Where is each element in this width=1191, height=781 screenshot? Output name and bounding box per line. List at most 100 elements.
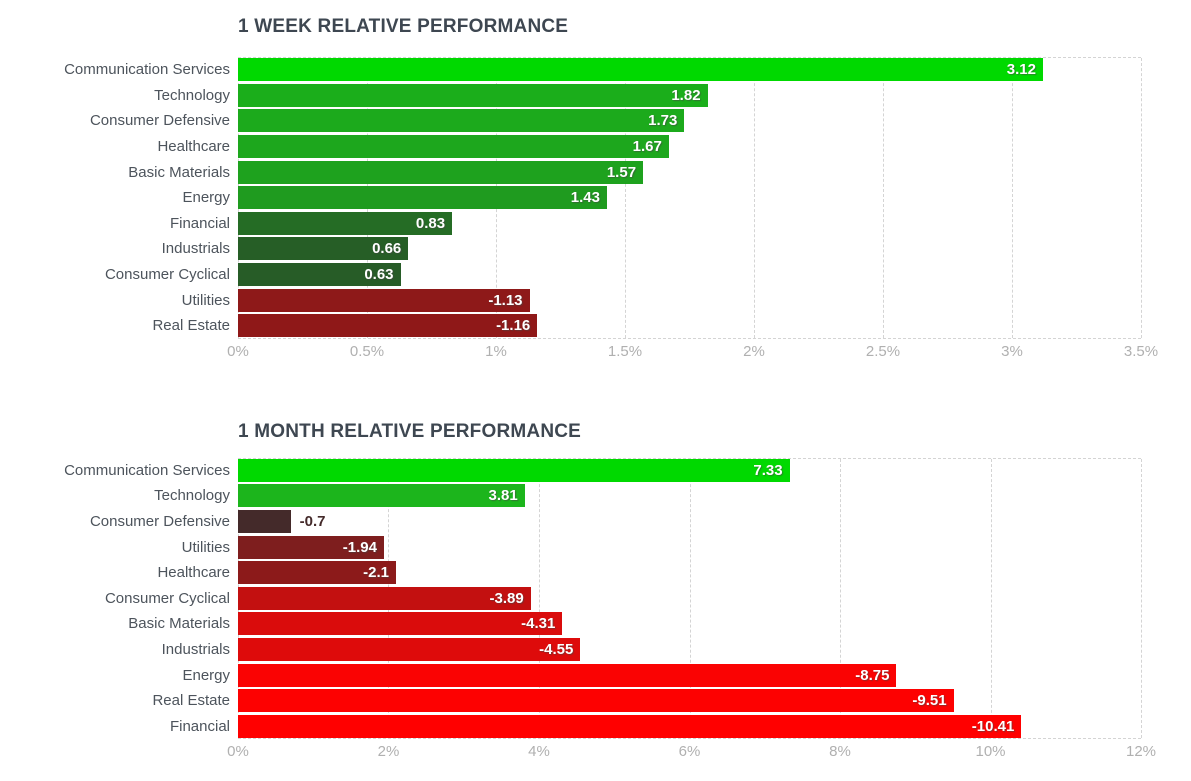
sector-label: Technology xyxy=(154,86,230,104)
bar-value-label: -8.75 xyxy=(855,666,890,684)
bar-track: -1.13 xyxy=(238,288,1141,312)
bar: 3.81 xyxy=(238,484,525,508)
bar-track: -4.55 xyxy=(238,637,1141,661)
gridline xyxy=(754,58,755,338)
bar-row: Healthcare -2.1 xyxy=(0,560,1191,586)
bar-value-label: -1.94 xyxy=(342,538,377,556)
bar-value-label: 1.73 xyxy=(648,112,678,130)
bar-row: Real Estate -1.16 xyxy=(0,313,1191,339)
bar-value-label: 1.82 xyxy=(671,86,701,104)
bar: 7.33 xyxy=(238,458,790,482)
bar-value-label: 1.67 xyxy=(632,138,662,156)
bar-row: Technology 1.82 xyxy=(0,83,1191,109)
sector-label: Consumer Defensive xyxy=(89,513,230,531)
bar-value-label: -0.7 xyxy=(299,513,326,531)
bar-track: -4.31 xyxy=(238,612,1141,636)
axis-tick-label: 0.5% xyxy=(349,342,385,360)
axis-tick-label: 12% xyxy=(1125,743,1157,761)
bar-track: -0.7 xyxy=(238,510,1141,534)
bar-row: Financial 0.83 xyxy=(0,211,1191,237)
sector-label: Basic Materials xyxy=(128,163,230,181)
bar: -4.55 xyxy=(238,637,581,661)
bar: -3.89 xyxy=(238,586,531,610)
bar-value-label: 3.12 xyxy=(1006,61,1036,79)
sector-label: Healthcare xyxy=(157,564,230,582)
bar-track: 1.67 xyxy=(238,135,1141,159)
x-axis: 0% 2% 4% 6% 8% 10% 12% xyxy=(227,739,1156,765)
bar-value-label: 7.33 xyxy=(753,461,783,479)
axis-tick-label: 0% xyxy=(227,342,249,360)
bar-row: Utilities -1.94 xyxy=(0,534,1191,560)
axis-tick-label: 2% xyxy=(743,342,765,360)
bar-track: 7.33 xyxy=(238,458,1141,482)
axis-tick-label: 2% xyxy=(377,743,400,761)
gridline xyxy=(538,458,540,739)
bar-row: Financial -10.41 xyxy=(0,713,1191,739)
bar: -9.51 xyxy=(238,689,954,713)
bar-rows: Communication Services 7.33 Technology 3.81… xyxy=(0,457,1191,740)
bar: 1.67 xyxy=(238,135,669,159)
axis-tick-label: 6% xyxy=(678,743,701,761)
bar: 1.57 xyxy=(238,160,644,184)
bar: -1.16 xyxy=(238,314,538,338)
bar: 3.12 xyxy=(238,58,1043,82)
bar-row: Consumer Defensive 1.73 xyxy=(0,108,1191,134)
bar-row: Industrials 0.66 xyxy=(0,236,1191,262)
bar-value-label: -1.13 xyxy=(488,291,523,309)
bar-value-label: 1.43 xyxy=(570,189,600,207)
bar-row: Industrials -4.55 xyxy=(0,637,1191,663)
bar: -1.94 xyxy=(238,535,384,559)
bar-row: Utilities -1.13 xyxy=(0,287,1191,313)
sector-label: Energy xyxy=(182,666,230,684)
sector-label: Communication Services xyxy=(64,61,230,79)
bar-row: Energy -8.75 xyxy=(0,662,1191,688)
bar-track: -3.89 xyxy=(238,586,1141,610)
chart-title: 1 WEEK RELATIVE PERFORMANCE xyxy=(238,16,569,37)
chart-plot-area: Communication Services 7.33 Technology 3.81… xyxy=(0,457,1191,766)
gridline xyxy=(839,458,841,739)
sector-label: Real Estate xyxy=(152,692,230,710)
bar-row: Consumer Cyclical 0.63 xyxy=(0,262,1191,288)
bar-row: Communication Services 3.12 xyxy=(0,57,1191,83)
bar-value-label: 0.66 xyxy=(372,240,402,258)
bar: -4.31 xyxy=(238,612,563,636)
bar-row: Energy 1.43 xyxy=(0,185,1191,211)
bar-track: -1.94 xyxy=(238,535,1141,559)
bar-track: 0.83 xyxy=(238,211,1141,235)
sector-label: Consumer Defensive xyxy=(89,112,230,130)
bar-value-label: 0.83 xyxy=(415,214,446,232)
sector-label: Industrials xyxy=(161,640,230,658)
bar-value-label: -2.1 xyxy=(363,564,390,582)
bar-track: 1.57 xyxy=(238,160,1141,184)
one-month-performance-chart: 1 MONTH RELATIVE PERFORMANCE Communicati… xyxy=(0,419,1191,766)
bar-row: Basic Materials 1.57 xyxy=(0,159,1191,185)
bar-value-label: -3.89 xyxy=(489,589,524,607)
bar-track: 0.63 xyxy=(238,263,1141,287)
bar: -2.1 xyxy=(238,561,397,585)
axis-tick-label: 3% xyxy=(1001,342,1023,360)
bar-value-label: -9.51 xyxy=(912,692,947,710)
gridline xyxy=(1012,58,1013,338)
gridline xyxy=(1141,458,1142,739)
bar-track: -2.1 xyxy=(238,561,1141,585)
axis-tick-label: 3.5% xyxy=(1123,342,1159,360)
bar: 1.73 xyxy=(238,109,685,133)
bar: -10.41 xyxy=(238,714,1022,738)
bar-track: 1.43 xyxy=(238,186,1141,210)
sector-label: Consumer Cyclical xyxy=(104,589,230,607)
bar: -0.7 xyxy=(238,510,326,534)
bar-value-label: -4.31 xyxy=(521,615,556,633)
bar-track: -9.51 xyxy=(238,689,1141,713)
axis-tick-label: 0% xyxy=(227,743,249,761)
bar-row: Real Estate -9.51 xyxy=(0,688,1191,714)
bar-track: -10.41 xyxy=(238,714,1141,738)
sector-label: Consumer Cyclical xyxy=(104,266,230,284)
bar: 0.66 xyxy=(238,237,409,261)
bar-track: 1.73 xyxy=(238,109,1141,133)
bar-rows: Communication Services 3.12 Technology 1.82… xyxy=(0,57,1191,339)
bar-track: -1.16 xyxy=(238,314,1141,338)
sector-label: Financial xyxy=(169,214,230,232)
sector-label: Industrials xyxy=(161,240,230,258)
bar: 0.83 xyxy=(238,211,453,235)
bar: 0.63 xyxy=(238,263,401,287)
